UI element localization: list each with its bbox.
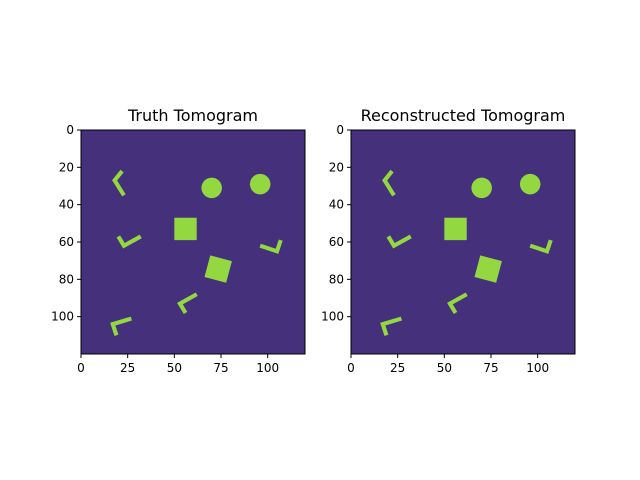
shape-chevron	[386, 234, 412, 249]
x-tick-label: 50	[437, 361, 452, 375]
shape-chevron	[177, 292, 198, 314]
shape-circle	[471, 177, 492, 199]
image-background	[351, 130, 575, 354]
x-tick-label: 50	[167, 361, 182, 375]
image-background	[81, 130, 305, 354]
shape-square	[444, 217, 467, 241]
chart-title: Reconstructed Tomogram	[361, 106, 566, 125]
shape-chevron	[380, 316, 402, 336]
y-tick-label: 20	[329, 160, 344, 174]
shape-chevron	[110, 316, 132, 336]
shape-chevron	[382, 169, 396, 197]
x-tick-label: 25	[390, 361, 405, 375]
shape-circle	[201, 177, 222, 199]
shape-chevron	[116, 234, 142, 249]
panel-truth: 0 25 50 75 100 0 20 40 60 80 100 Truth Tomogram	[51, 106, 306, 375]
y-tick-label: 60	[329, 235, 344, 249]
y-tick-label: 80	[329, 272, 344, 286]
x-tick-label: 75	[483, 361, 498, 375]
shape-square	[174, 217, 197, 241]
panel-reconstructed: 0 25 50 75 100 0 20 40 60 80 100 Reconstructed Tomo…	[321, 106, 576, 375]
x-tick-label: 100	[256, 361, 279, 375]
x-tick-label: 25	[120, 361, 135, 375]
shape-chevron	[112, 169, 126, 197]
y-tick-label: 0	[336, 123, 344, 137]
y-tick-label: 60	[59, 235, 74, 249]
y-tick-label: 20	[59, 160, 74, 174]
y-tick-label: 80	[59, 272, 74, 286]
chart-title: Truth Tomogram	[127, 106, 258, 125]
shape-chevron	[529, 239, 553, 254]
shape-chevron	[259, 239, 283, 254]
x-tick-label: 100	[526, 361, 549, 375]
y-tick-label: 40	[59, 198, 74, 212]
x-tick-label: 0	[77, 361, 85, 375]
shape-circle	[249, 173, 271, 195]
y-tick-label: 100	[321, 310, 344, 324]
shape-circle	[519, 173, 541, 195]
y-tick-label: 100	[51, 310, 74, 324]
shape-chevron	[447, 292, 468, 314]
y-tick-label: 40	[329, 198, 344, 212]
y-tick-label: 0	[66, 123, 74, 137]
x-tick-label: 75	[213, 361, 228, 375]
shape-square	[474, 255, 502, 283]
shape-square	[204, 255, 232, 283]
x-tick-label: 0	[347, 361, 355, 375]
